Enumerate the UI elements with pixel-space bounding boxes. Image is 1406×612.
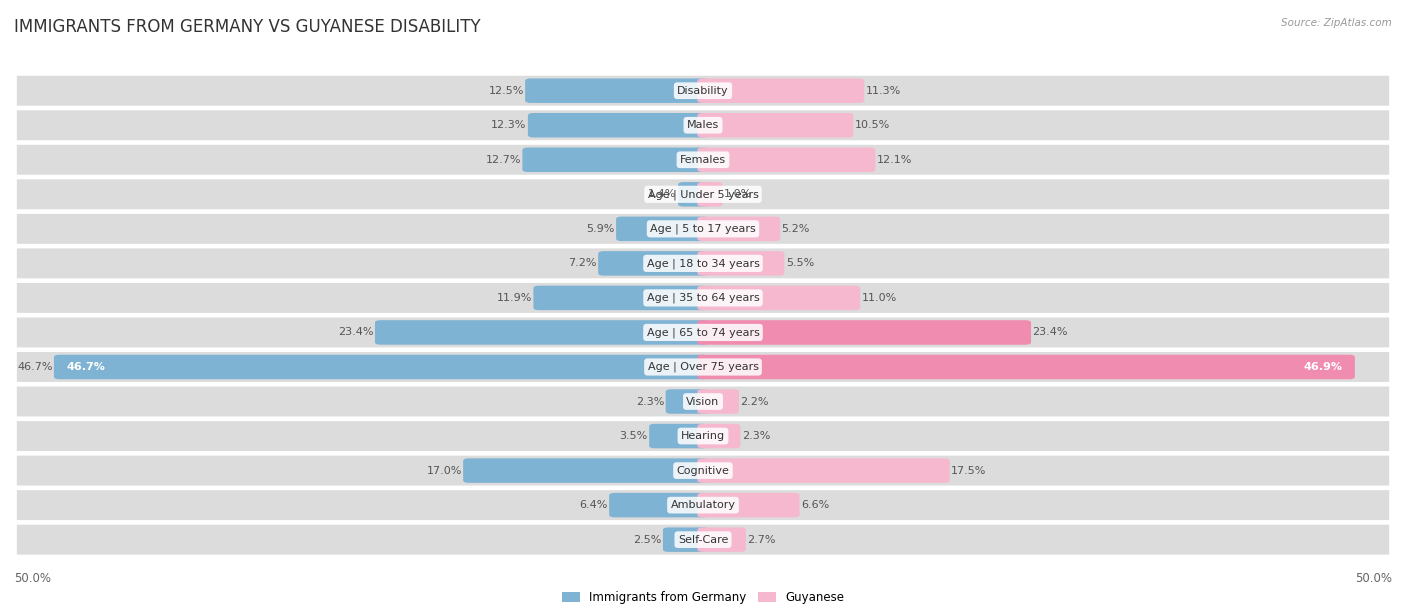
FancyBboxPatch shape bbox=[15, 316, 1391, 349]
Text: 46.9%: 46.9% bbox=[1303, 362, 1343, 372]
FancyBboxPatch shape bbox=[527, 113, 709, 138]
FancyBboxPatch shape bbox=[15, 489, 1391, 521]
Text: 23.4%: 23.4% bbox=[1032, 327, 1069, 337]
Text: 5.9%: 5.9% bbox=[586, 224, 614, 234]
Text: 50.0%: 50.0% bbox=[14, 572, 51, 585]
Text: 5.5%: 5.5% bbox=[786, 258, 814, 269]
FancyBboxPatch shape bbox=[15, 143, 1391, 176]
Text: 2.7%: 2.7% bbox=[747, 535, 776, 545]
FancyBboxPatch shape bbox=[665, 389, 709, 414]
Text: Disability: Disability bbox=[678, 86, 728, 95]
FancyBboxPatch shape bbox=[15, 212, 1391, 245]
Text: 3.5%: 3.5% bbox=[620, 431, 648, 441]
Text: 12.7%: 12.7% bbox=[485, 155, 522, 165]
FancyBboxPatch shape bbox=[664, 528, 709, 552]
FancyBboxPatch shape bbox=[15, 247, 1391, 280]
Text: Source: ZipAtlas.com: Source: ZipAtlas.com bbox=[1281, 18, 1392, 28]
FancyBboxPatch shape bbox=[375, 320, 709, 345]
Text: 2.3%: 2.3% bbox=[742, 431, 770, 441]
Text: Age | 65 to 74 years: Age | 65 to 74 years bbox=[647, 327, 759, 338]
Text: 11.3%: 11.3% bbox=[866, 86, 901, 95]
Text: 12.3%: 12.3% bbox=[491, 120, 526, 130]
Text: 46.7%: 46.7% bbox=[66, 362, 105, 372]
Text: IMMIGRANTS FROM GERMANY VS GUYANESE DISABILITY: IMMIGRANTS FROM GERMANY VS GUYANESE DISA… bbox=[14, 18, 481, 36]
FancyBboxPatch shape bbox=[697, 424, 741, 449]
Text: Hearing: Hearing bbox=[681, 431, 725, 441]
FancyBboxPatch shape bbox=[15, 75, 1391, 107]
Text: Vision: Vision bbox=[686, 397, 720, 406]
Text: 6.6%: 6.6% bbox=[801, 500, 830, 510]
FancyBboxPatch shape bbox=[697, 78, 865, 103]
FancyBboxPatch shape bbox=[609, 493, 709, 517]
Text: 50.0%: 50.0% bbox=[1355, 572, 1392, 585]
FancyBboxPatch shape bbox=[616, 217, 709, 241]
FancyBboxPatch shape bbox=[523, 147, 709, 172]
Text: 2.5%: 2.5% bbox=[633, 535, 661, 545]
Text: 1.0%: 1.0% bbox=[724, 189, 752, 200]
FancyBboxPatch shape bbox=[697, 528, 745, 552]
Text: Age | Over 75 years: Age | Over 75 years bbox=[648, 362, 758, 372]
Text: 7.2%: 7.2% bbox=[568, 258, 596, 269]
FancyBboxPatch shape bbox=[697, 147, 876, 172]
FancyBboxPatch shape bbox=[53, 355, 709, 379]
Text: 2.2%: 2.2% bbox=[741, 397, 769, 406]
Text: Age | 35 to 64 years: Age | 35 to 64 years bbox=[647, 293, 759, 303]
FancyBboxPatch shape bbox=[526, 78, 709, 103]
FancyBboxPatch shape bbox=[463, 458, 709, 483]
Text: 12.1%: 12.1% bbox=[877, 155, 912, 165]
FancyBboxPatch shape bbox=[697, 389, 740, 414]
Text: Ambulatory: Ambulatory bbox=[671, 500, 735, 510]
Text: Age | 18 to 34 years: Age | 18 to 34 years bbox=[647, 258, 759, 269]
Text: 11.0%: 11.0% bbox=[862, 293, 897, 303]
FancyBboxPatch shape bbox=[697, 458, 950, 483]
Text: 11.9%: 11.9% bbox=[496, 293, 531, 303]
FancyBboxPatch shape bbox=[15, 109, 1391, 141]
FancyBboxPatch shape bbox=[697, 217, 780, 241]
FancyBboxPatch shape bbox=[697, 320, 1031, 345]
FancyBboxPatch shape bbox=[697, 251, 785, 275]
FancyBboxPatch shape bbox=[15, 178, 1391, 211]
FancyBboxPatch shape bbox=[697, 182, 723, 207]
Text: 17.0%: 17.0% bbox=[426, 466, 461, 476]
Text: 10.5%: 10.5% bbox=[855, 120, 890, 130]
Text: 12.5%: 12.5% bbox=[488, 86, 524, 95]
Text: 5.2%: 5.2% bbox=[782, 224, 810, 234]
FancyBboxPatch shape bbox=[533, 286, 709, 310]
FancyBboxPatch shape bbox=[598, 251, 709, 275]
FancyBboxPatch shape bbox=[697, 355, 1355, 379]
Text: 23.4%: 23.4% bbox=[337, 327, 374, 337]
FancyBboxPatch shape bbox=[15, 351, 1391, 383]
Text: 1.4%: 1.4% bbox=[648, 189, 676, 200]
Text: 2.3%: 2.3% bbox=[636, 397, 664, 406]
Text: Age | Under 5 years: Age | Under 5 years bbox=[648, 189, 758, 200]
Text: Age | 5 to 17 years: Age | 5 to 17 years bbox=[650, 223, 756, 234]
Legend: Immigrants from Germany, Guyanese: Immigrants from Germany, Guyanese bbox=[557, 586, 849, 609]
FancyBboxPatch shape bbox=[15, 282, 1391, 315]
FancyBboxPatch shape bbox=[15, 385, 1391, 418]
FancyBboxPatch shape bbox=[15, 523, 1391, 556]
FancyBboxPatch shape bbox=[697, 493, 800, 517]
FancyBboxPatch shape bbox=[15, 420, 1391, 452]
Text: Self-Care: Self-Care bbox=[678, 535, 728, 545]
FancyBboxPatch shape bbox=[697, 286, 860, 310]
Text: Cognitive: Cognitive bbox=[676, 466, 730, 476]
FancyBboxPatch shape bbox=[15, 454, 1391, 487]
Text: 46.7%: 46.7% bbox=[17, 362, 52, 372]
Text: Females: Females bbox=[681, 155, 725, 165]
FancyBboxPatch shape bbox=[697, 113, 853, 138]
Text: 17.5%: 17.5% bbox=[950, 466, 987, 476]
Text: 6.4%: 6.4% bbox=[579, 500, 607, 510]
Text: Males: Males bbox=[688, 120, 718, 130]
FancyBboxPatch shape bbox=[650, 424, 709, 449]
FancyBboxPatch shape bbox=[678, 182, 709, 207]
